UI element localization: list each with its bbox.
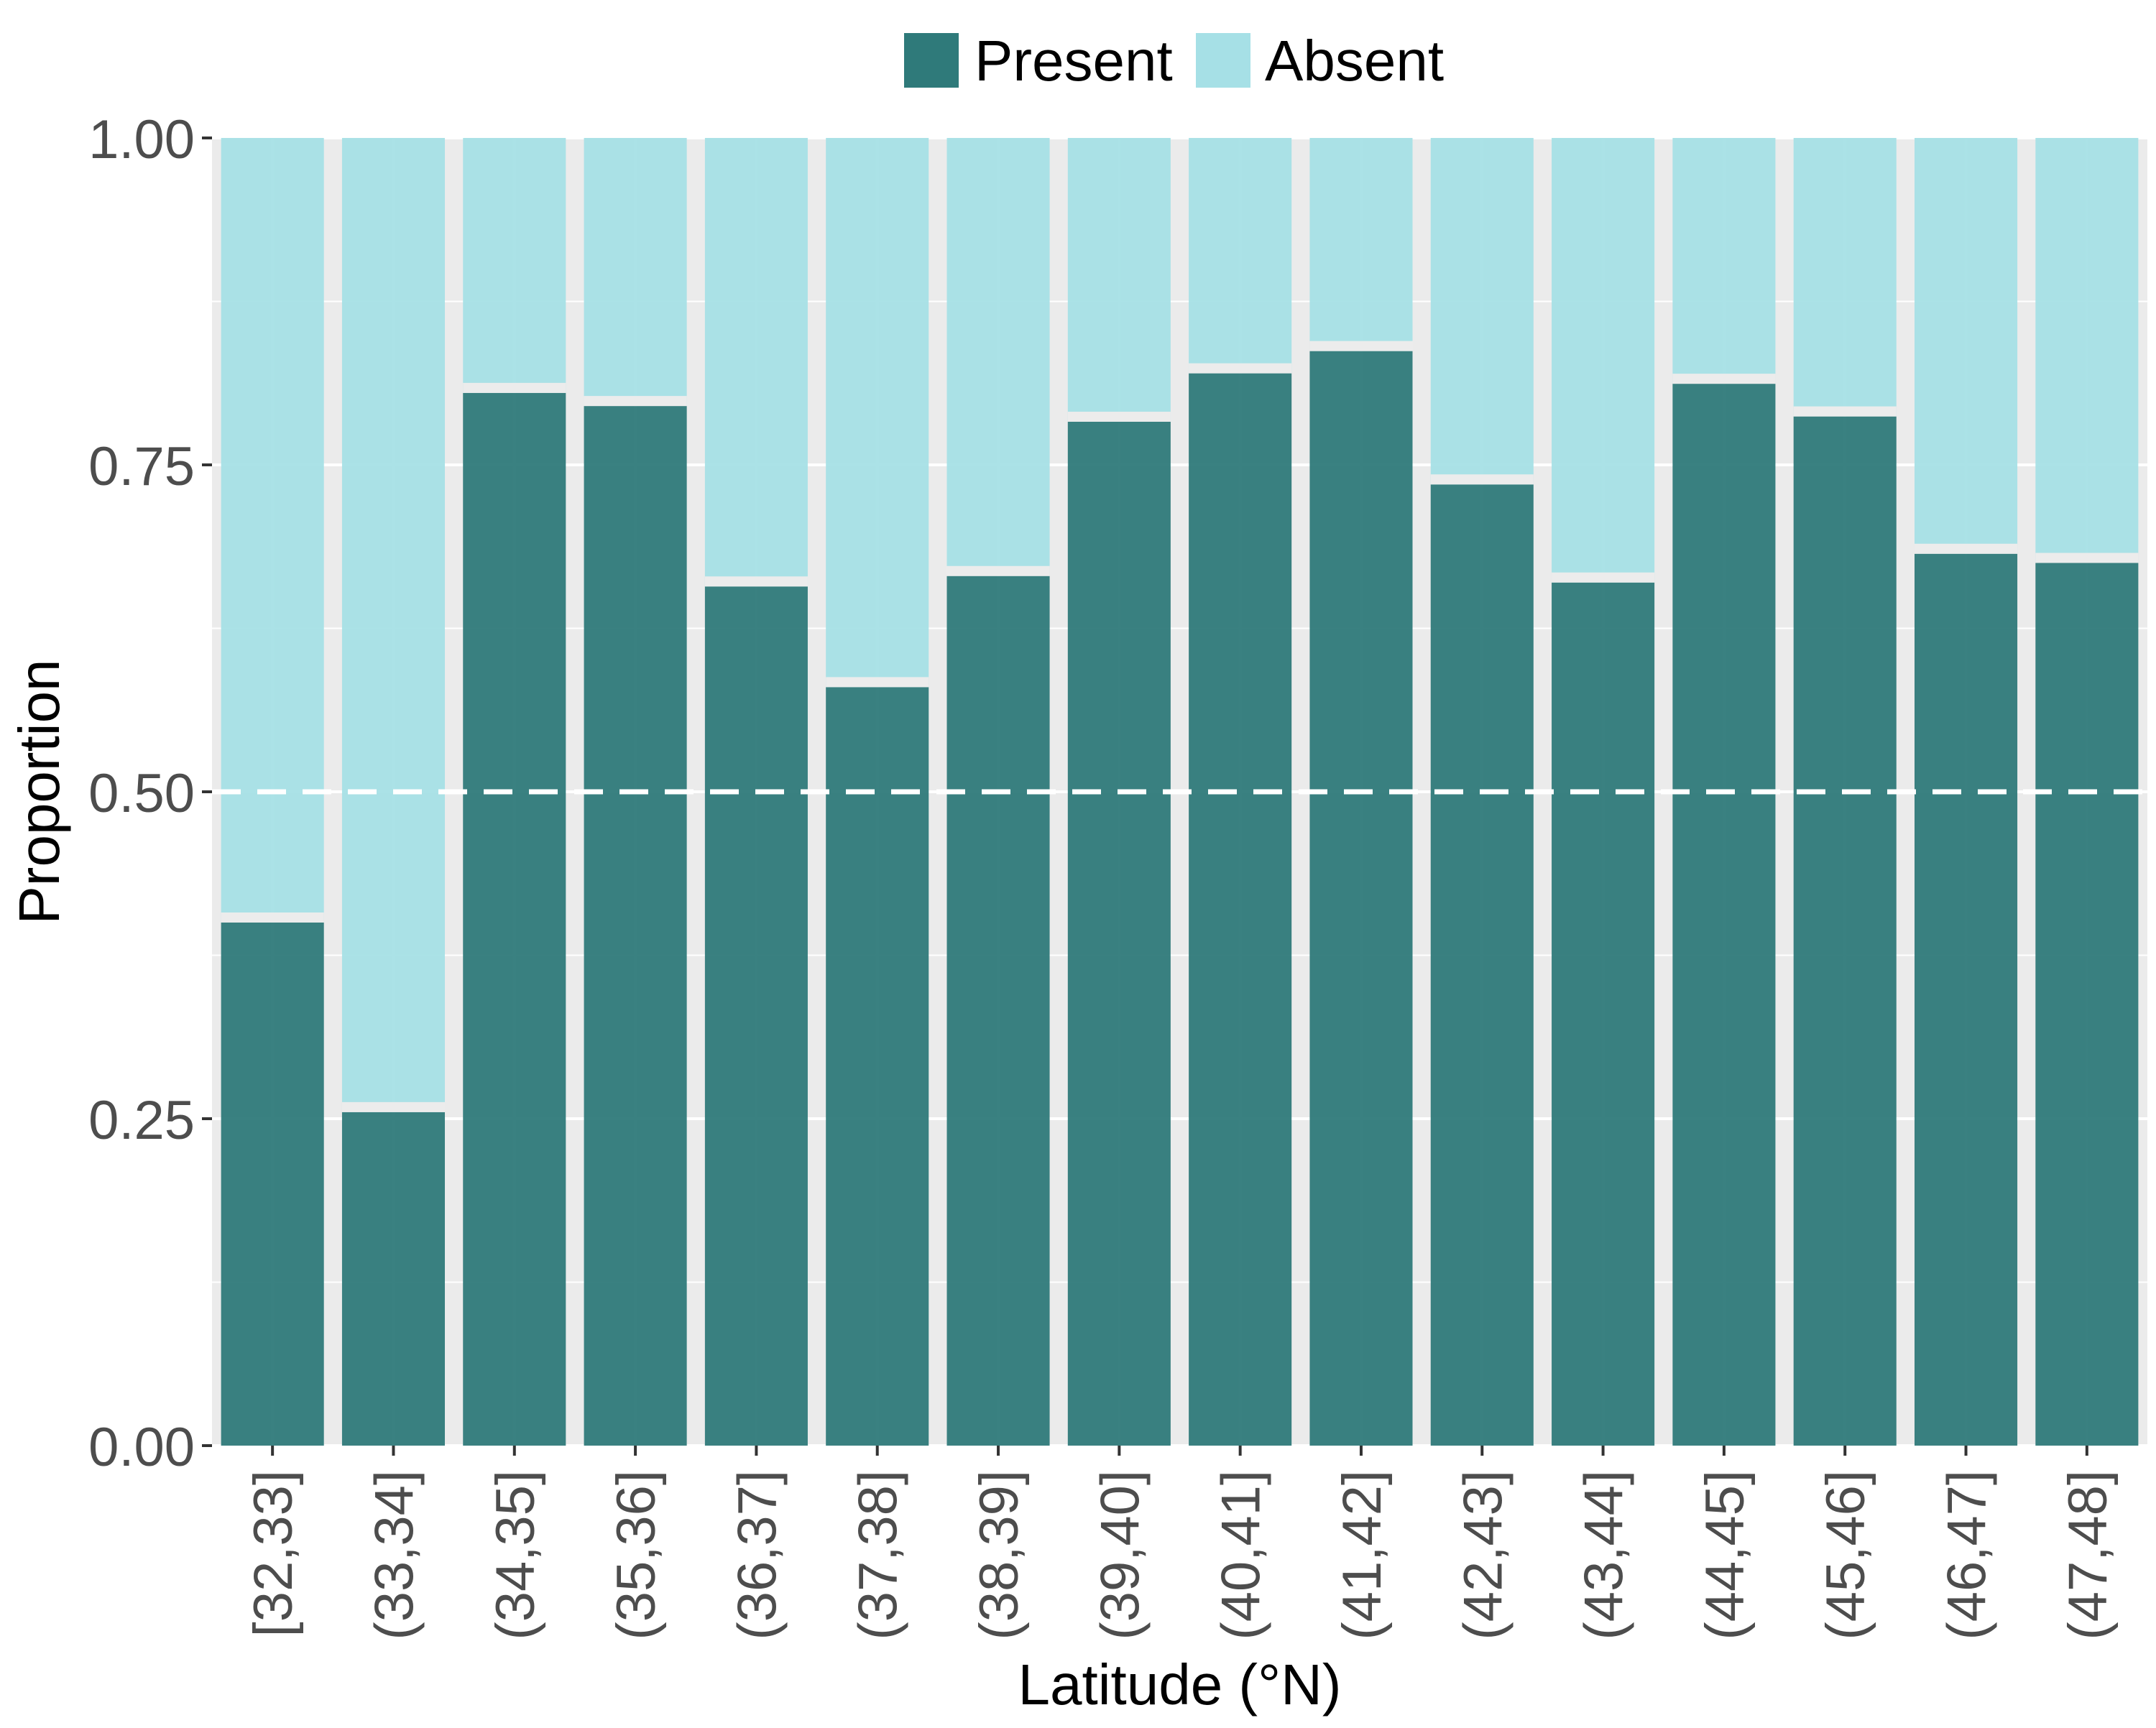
x-axis-title: Latitude (°N) xyxy=(1018,1653,1342,1717)
x-tick-label: (46,47] xyxy=(1937,1470,1998,1640)
bar-absent-9 xyxy=(1309,138,1413,351)
bar-present-14 xyxy=(1914,553,2018,1446)
bar-present-2 xyxy=(463,392,566,1446)
x-tick-label: (47,48] xyxy=(2058,1470,2119,1640)
bar-absent-13 xyxy=(1793,138,1897,417)
x-tick-label: (39,40] xyxy=(1089,1470,1151,1640)
bar-absent-4 xyxy=(704,138,808,587)
bar-present-12 xyxy=(1672,384,1776,1446)
x-tick-label: (43,44] xyxy=(1574,1470,1635,1640)
bar-absent-12 xyxy=(1672,138,1776,384)
bar-absent-10 xyxy=(1430,138,1534,485)
legend-key-present xyxy=(904,33,959,88)
x-tick-label: (42,43] xyxy=(1452,1470,1514,1640)
bar-present-15 xyxy=(2035,563,2139,1446)
y-axis-title: Proportion xyxy=(7,659,71,924)
x-tick-label: (44,45] xyxy=(1695,1470,1756,1640)
x-tick-label: (38,39] xyxy=(969,1470,1030,1640)
bar-present-11 xyxy=(1552,582,1655,1446)
bar-present-1 xyxy=(341,1112,446,1446)
y-tick-label: 0.25 xyxy=(88,1090,195,1151)
bar-present-10 xyxy=(1430,484,1534,1446)
bar-absent-11 xyxy=(1552,138,1655,583)
y-tick-label: 1.00 xyxy=(88,109,195,170)
bar-absent-6 xyxy=(946,138,1050,576)
y-tick-label: 0.00 xyxy=(88,1417,195,1478)
bar-absent-0 xyxy=(221,138,324,923)
bar-present-5 xyxy=(826,687,929,1446)
bar-present-7 xyxy=(1067,421,1171,1446)
bar-absent-14 xyxy=(1914,138,2018,554)
x-tick-label: (33,34] xyxy=(364,1470,425,1640)
bar-absent-3 xyxy=(584,138,687,407)
x-tick-label: [32,33] xyxy=(243,1470,304,1637)
bar-present-6 xyxy=(946,576,1050,1446)
x-tick-label: (36,37] xyxy=(727,1470,788,1640)
bar-present-0 xyxy=(221,923,324,1446)
bar-present-4 xyxy=(704,586,808,1446)
x-tick-label: (40,41] xyxy=(1211,1470,1272,1640)
x-tick-label: (35,36] xyxy=(606,1470,667,1640)
y-tick-label: 0.50 xyxy=(88,763,195,824)
bar-present-9 xyxy=(1309,351,1413,1446)
bar-absent-2 xyxy=(463,138,566,393)
bar-absent-15 xyxy=(2035,138,2139,563)
bar-present-13 xyxy=(1793,416,1897,1446)
bar-absent-7 xyxy=(1067,138,1171,422)
x-tick-label: (37,38] xyxy=(848,1470,909,1640)
bar-present-3 xyxy=(584,406,687,1446)
x-tick-label: (41,42] xyxy=(1332,1470,1393,1640)
bar-absent-8 xyxy=(1189,138,1292,374)
bar-absent-5 xyxy=(826,138,929,688)
legend-label-present: Present xyxy=(975,29,1173,93)
y-tick-label: 0.75 xyxy=(88,436,195,497)
bar-absent-1 xyxy=(341,138,446,1112)
legend-label-absent: Absent xyxy=(1265,29,1444,93)
legend-key-absent xyxy=(1196,33,1250,88)
x-tick-label: (45,46] xyxy=(1815,1470,1876,1640)
bar-present-8 xyxy=(1189,373,1292,1446)
x-tick-label: (34,35] xyxy=(485,1470,546,1640)
